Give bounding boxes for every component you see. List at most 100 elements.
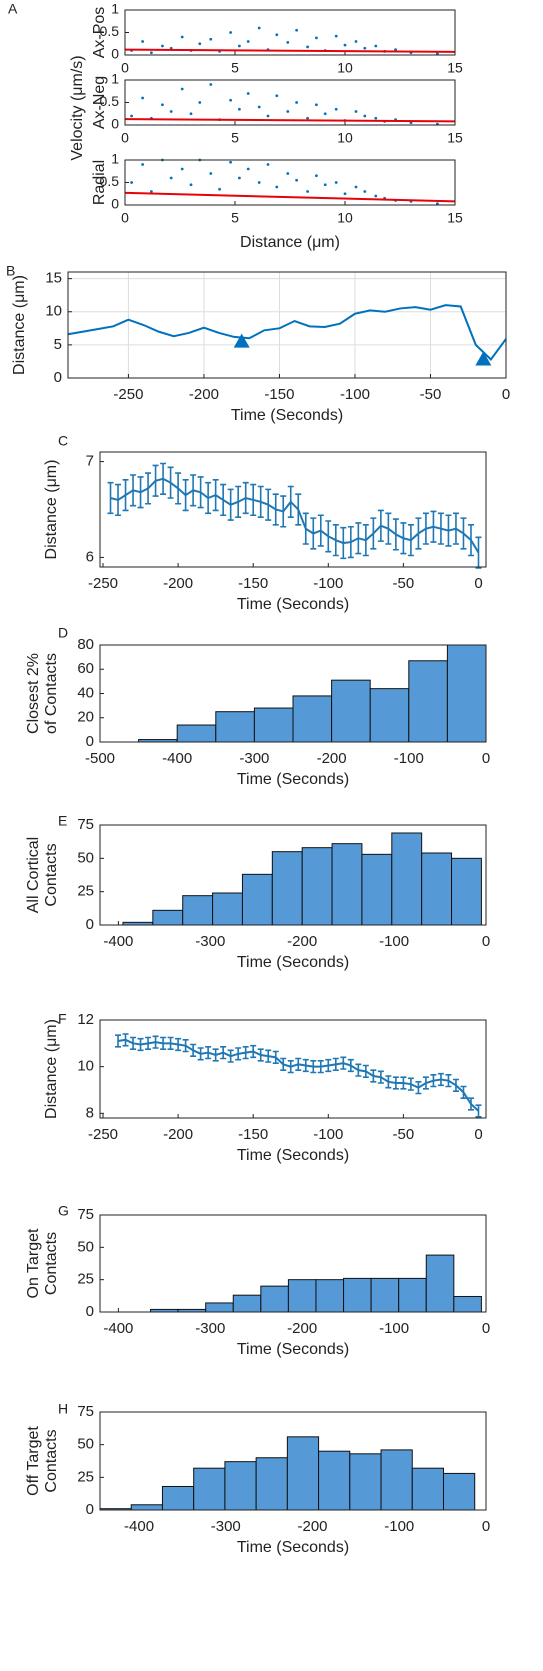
point <box>363 114 367 118</box>
point <box>161 103 164 107</box>
point <box>229 31 233 34</box>
error-bar <box>475 1104 482 1118</box>
marker <box>475 351 492 366</box>
error-bar <box>370 1069 377 1083</box>
y-tick-label: 1 <box>111 71 119 87</box>
y-tick-label: 10 <box>77 1058 94 1075</box>
point <box>394 48 397 51</box>
point <box>141 163 145 166</box>
plot-area <box>150 1254 482 1313</box>
y-tick-label: 75 <box>77 1403 94 1420</box>
x-tick-label: 5 <box>231 60 239 76</box>
error-bar <box>355 522 362 555</box>
error-bar <box>145 472 152 505</box>
bar <box>161 1485 195 1511</box>
point <box>436 52 439 56</box>
error-bar <box>250 1044 257 1059</box>
line <box>110 477 480 554</box>
point <box>229 98 233 102</box>
y-tick-label: 25 <box>77 1468 94 1485</box>
error-bar <box>115 483 122 517</box>
fit-line <box>124 191 456 203</box>
x-tick-label: 5 <box>231 130 239 146</box>
axes-box <box>99 824 487 926</box>
x-label: Distance (μm) <box>240 234 340 251</box>
bar <box>411 1467 444 1511</box>
error-bar <box>205 1046 212 1060</box>
y-tick-label: 5 <box>54 336 62 353</box>
error-bar <box>182 1039 189 1053</box>
error-bar <box>220 1046 227 1060</box>
x-tick-label: -200 <box>163 575 193 592</box>
point <box>189 183 193 187</box>
error-bar <box>190 1043 197 1057</box>
error-bar <box>295 493 302 526</box>
error-bar <box>422 1076 429 1090</box>
y-label: Distance (μm) <box>11 275 28 375</box>
y-tick-label: 0 <box>86 1303 94 1320</box>
y-tick-label: 40 <box>77 684 94 701</box>
point <box>334 181 338 184</box>
y-tick-label: 15 <box>45 270 62 287</box>
y-tick-label: 75 <box>77 816 94 833</box>
error-bar <box>227 488 234 521</box>
error-bar <box>385 512 392 545</box>
error-bar <box>197 1047 204 1061</box>
y-tick-label: 1 <box>111 1 119 17</box>
point <box>246 92 250 95</box>
axes-box <box>124 79 456 126</box>
point <box>209 37 213 41</box>
point <box>161 44 164 48</box>
error-bar <box>160 1036 167 1050</box>
error-bar <box>152 464 159 497</box>
bar <box>260 1285 289 1313</box>
point <box>246 40 250 43</box>
point <box>306 116 309 120</box>
y-tick-label: 8 <box>86 1104 94 1121</box>
y-tick-label: 50 <box>77 1436 94 1453</box>
plot-area <box>107 462 482 569</box>
error-bar <box>205 481 212 515</box>
point <box>238 44 241 48</box>
x-tick-label: 0 <box>121 210 129 226</box>
point <box>266 114 270 118</box>
point <box>141 96 145 100</box>
error-bar <box>422 512 429 545</box>
error-bar <box>325 520 332 553</box>
fit-line <box>124 48 456 53</box>
axes-box <box>99 1019 487 1119</box>
x-tick-label: -200 <box>298 1518 328 1535</box>
x-label: Time (Seconds) <box>237 1147 349 1164</box>
error-bar <box>130 474 137 507</box>
error-bar <box>400 1076 407 1090</box>
error-bar <box>407 524 414 557</box>
error-bar <box>197 476 204 509</box>
bar <box>292 695 333 743</box>
panel-label: G <box>58 1203 69 1219</box>
error-bar <box>295 1057 302 1071</box>
bar <box>287 1279 317 1313</box>
point <box>374 116 378 120</box>
axes-box <box>124 159 456 206</box>
error-bar <box>107 481 114 515</box>
error-bar <box>235 1047 242 1061</box>
error-bar <box>325 1058 332 1073</box>
y-label: Off Target <box>25 1426 42 1496</box>
y-tick-label: 25 <box>77 883 94 900</box>
error-bar <box>242 481 249 515</box>
bar <box>286 1436 320 1511</box>
x-tick-label: -400 <box>124 1518 154 1535</box>
error-bar <box>257 1048 264 1062</box>
y-tick-label: 7 <box>86 453 94 470</box>
point <box>180 167 184 171</box>
y-label: Ax-Neg <box>91 76 108 129</box>
point <box>238 107 241 111</box>
point <box>198 101 202 104</box>
error-bar <box>475 536 482 569</box>
x-tick-label: 0 <box>502 386 510 403</box>
error-bar <box>160 462 167 495</box>
error-bar <box>167 1036 174 1050</box>
error-bar <box>175 472 182 505</box>
error-bar <box>437 512 444 545</box>
